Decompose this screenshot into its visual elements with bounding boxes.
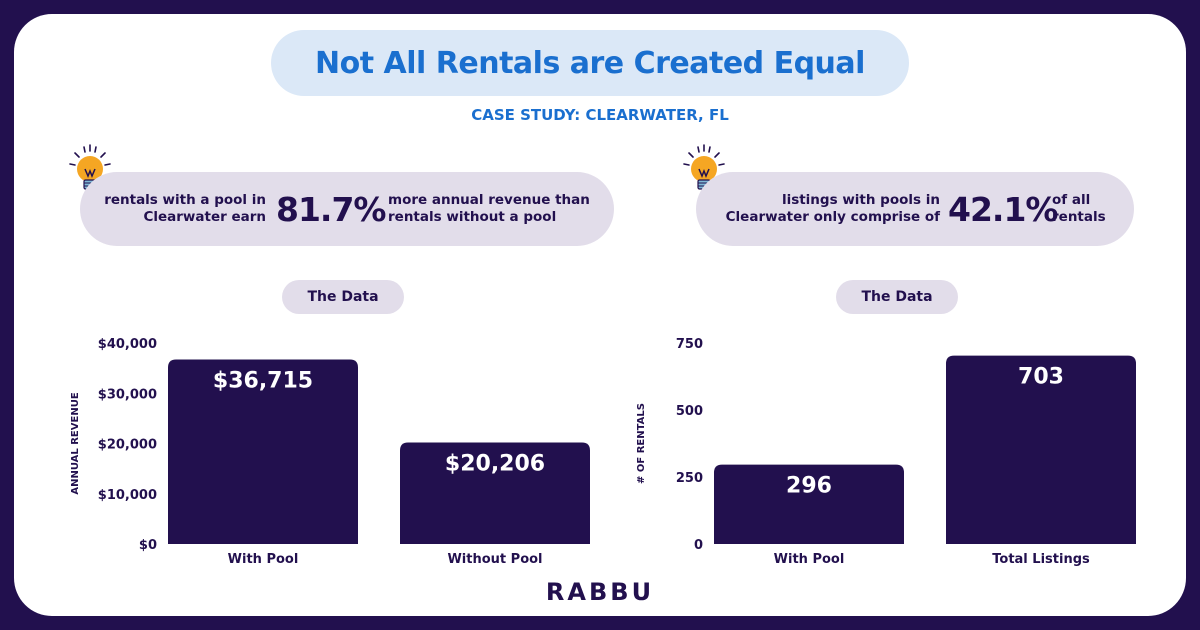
y-tick-label: 500 (676, 404, 703, 419)
y-axis-title: ANNUAL REVENUE (70, 392, 81, 494)
page-title: Not All Rentals are Created Equal (315, 45, 865, 81)
chart-heading-left: The Data (282, 280, 404, 314)
bar-value-label: $20,206 (445, 451, 545, 476)
y-tick-label: $10,000 (98, 488, 157, 503)
charts-canvas: $0 $10,000 $20,000 $30,000 $40,000 ANNUAL REV… (70, 337, 1136, 567)
bar-value-label: $36,715 (213, 369, 313, 394)
x-category-label: With Pool (228, 552, 299, 567)
stat-value: 81.7% (276, 189, 387, 229)
bar-value-label: 703 (1018, 365, 1064, 390)
y-tick-label: 0 (694, 538, 703, 553)
stat-left-text: rentals with a pool in Clearwater earn (104, 192, 266, 225)
bar (946, 355, 1136, 544)
stat-left-text: listings with pools in Clearwater only c… (725, 192, 940, 225)
y-tick-label: 250 (676, 471, 703, 486)
stat-value: 42.1% (948, 189, 1059, 229)
brand-logo: RABBU (545, 578, 655, 606)
stat-right-text: more annual revenue than rentals without… (388, 192, 590, 225)
x-category-label: With Pool (774, 552, 845, 567)
title-banner: Not All Rentals are Created Equal (271, 30, 909, 96)
infographic-card: Not All Rentals are Created Equal CASE S… (14, 14, 1186, 616)
y-tick-label: $20,000 (98, 438, 157, 453)
x-category-label: Total Listings (992, 552, 1090, 567)
stat-right-text: of all rentals (1052, 192, 1106, 225)
bar-value-label: 296 (786, 474, 832, 499)
y-tick-label: $0 (139, 538, 157, 553)
page-subtitle: CASE STUDY: CLEARWATER, FL (471, 106, 729, 124)
bar (168, 359, 358, 544)
x-category-label: Without Pool (447, 552, 542, 567)
y-tick-label: $40,000 (98, 337, 157, 352)
chart-heading-right: The Data (836, 280, 958, 314)
y-tick-label: $30,000 (98, 387, 157, 402)
stat-callout-revenue: rentals with a pool in Clearwater earn 8… (80, 172, 614, 246)
bar (714, 464, 904, 544)
y-tick-label: 750 (676, 337, 703, 352)
y-axis-title: # OF RENTALS (636, 403, 647, 484)
stat-callout-listings: listings with pools in Clearwater only c… (696, 172, 1134, 246)
bar (400, 442, 590, 544)
